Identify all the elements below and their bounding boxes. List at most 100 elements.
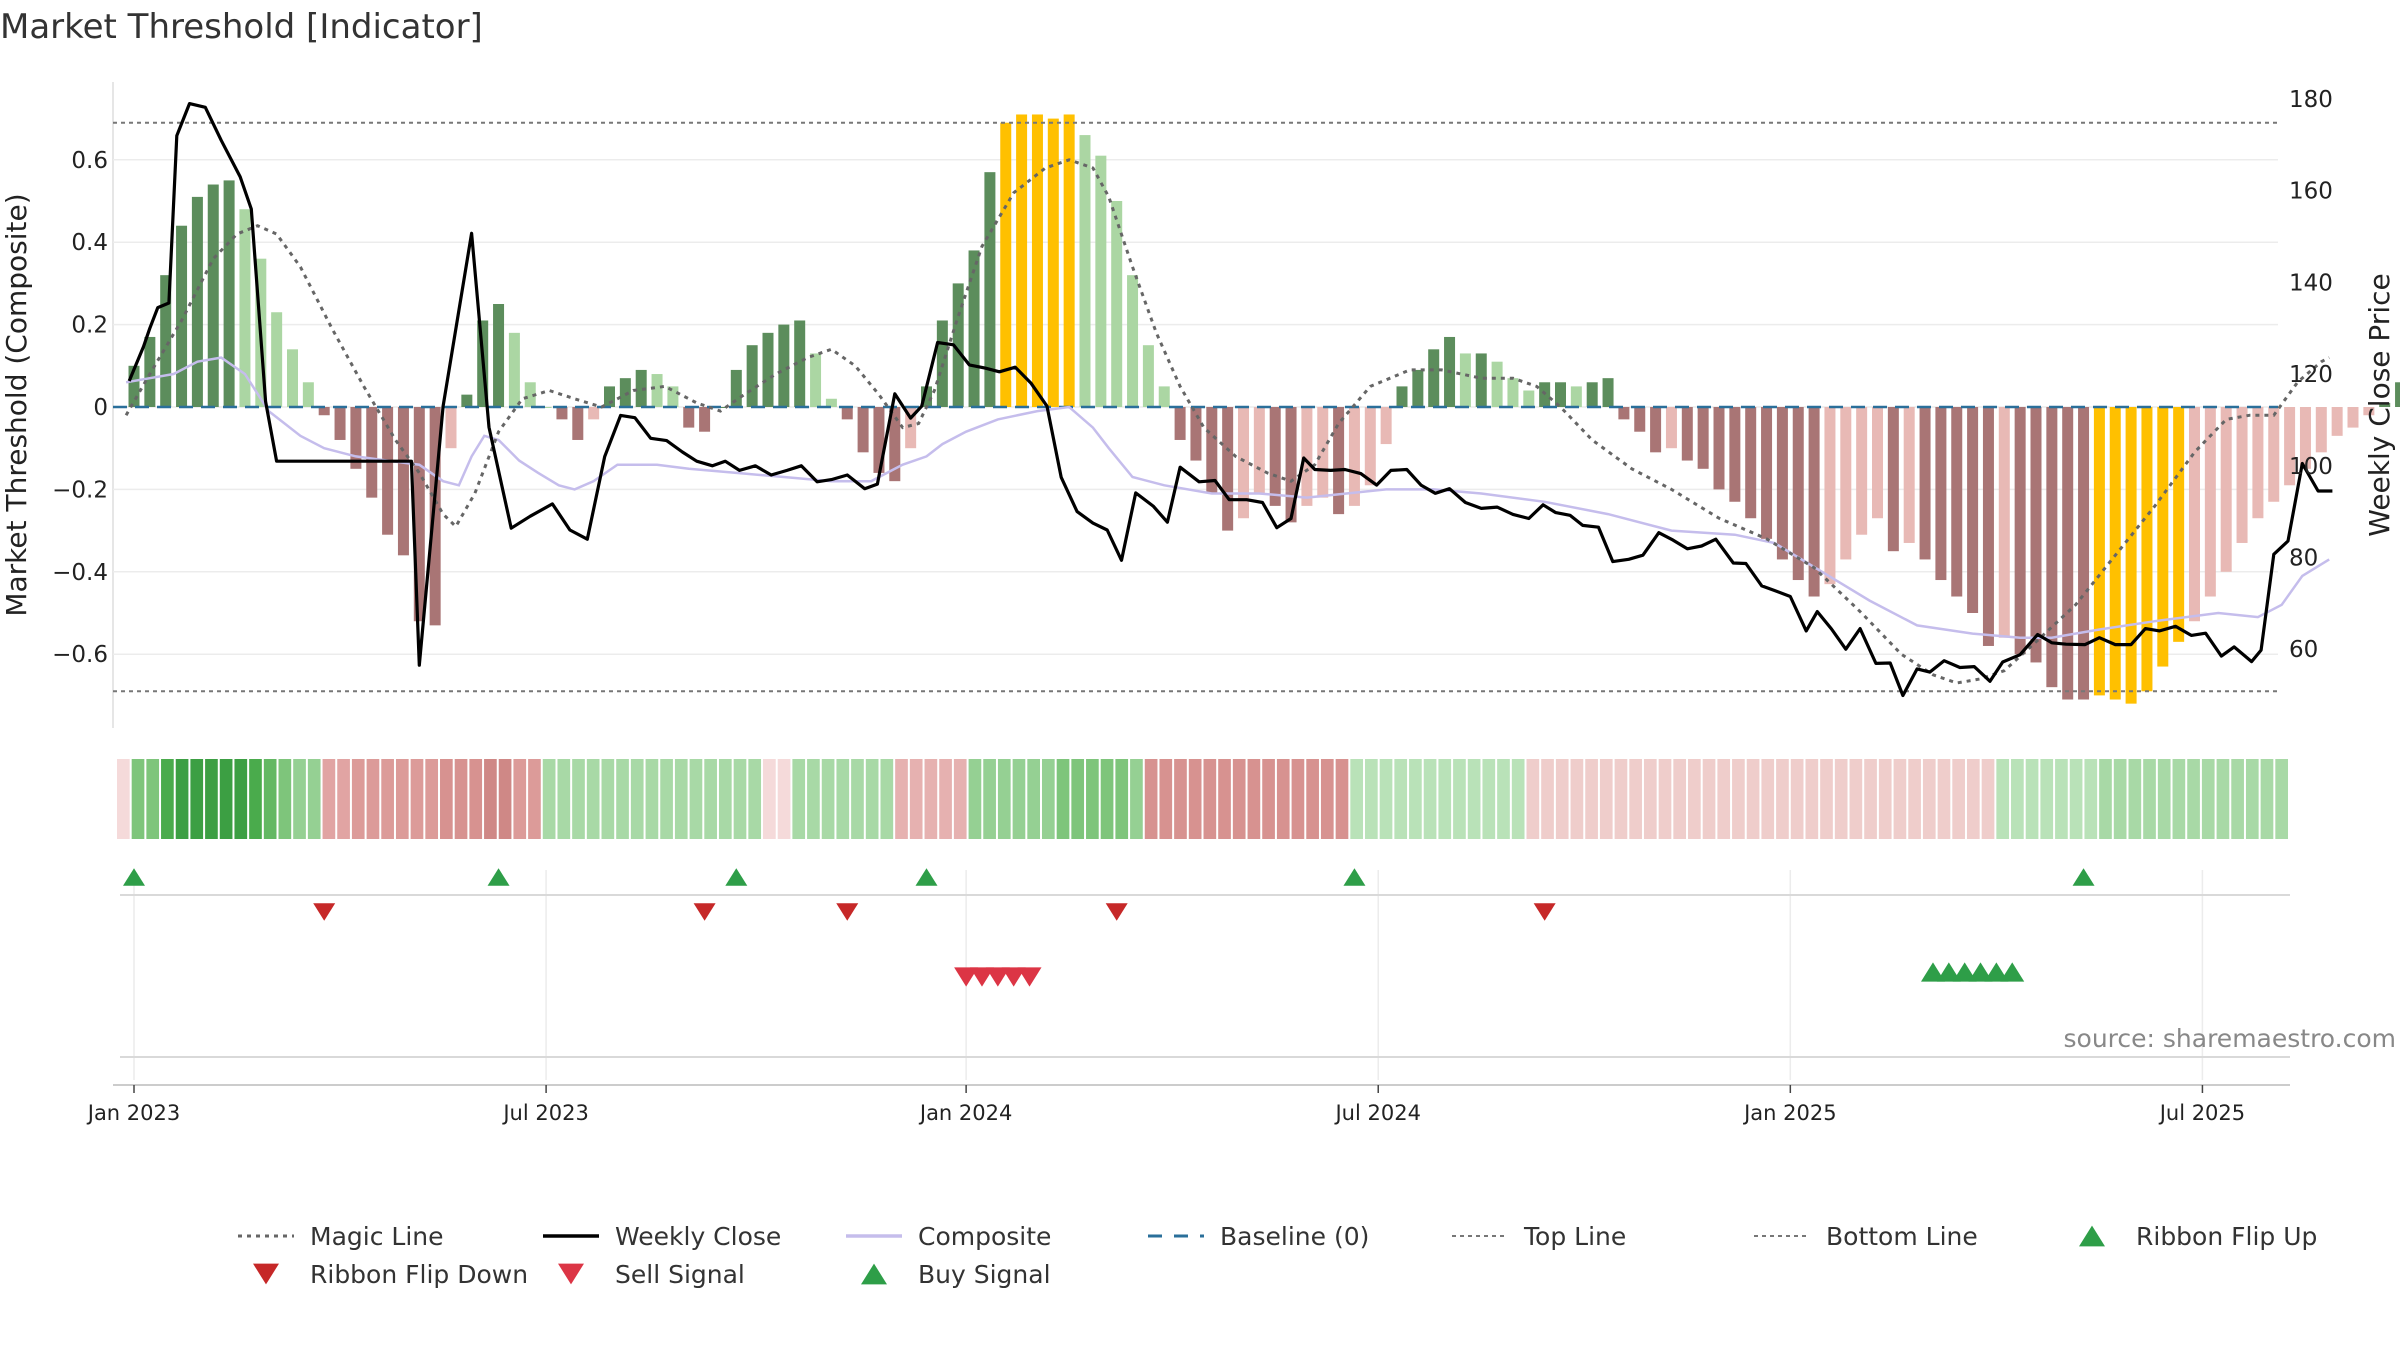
histogram-bar	[239, 209, 251, 407]
histogram-bar	[762, 332, 774, 407]
buy-signal-marker	[1984, 962, 2009, 982]
legend-label: Magic Line	[310, 1222, 444, 1251]
legend-item: Bottom Line	[1754, 1222, 1978, 1251]
left-y-tick-label: −0.6	[52, 642, 108, 668]
histogram-bar	[1523, 390, 1535, 407]
histogram-bar	[968, 250, 980, 407]
histogram-bar	[1063, 114, 1075, 407]
ribbon-cell	[469, 759, 483, 839]
histogram-bar	[2236, 407, 2248, 543]
ribbon-flip-row	[120, 868, 2290, 1080]
ribbon-cell	[1232, 759, 1246, 839]
histogram-bar	[1380, 407, 1392, 445]
histogram-bar	[889, 407, 901, 482]
histogram-bar	[556, 407, 568, 420]
x-tick-label: Jan 2025	[1742, 1101, 1837, 1125]
ribbon-cell	[1203, 759, 1217, 839]
ribbon-flip-up-marker	[1343, 868, 1366, 886]
histogram-bar	[493, 304, 505, 407]
histogram-bar	[1190, 407, 1202, 461]
left-y-tick-label: −0.2	[52, 477, 108, 503]
ribbon-cell	[484, 759, 497, 839]
histogram-bar	[746, 345, 758, 407]
ribbon-cell	[1409, 759, 1422, 839]
ribbon-cell	[2231, 759, 2244, 839]
sell-signal-marker	[1001, 967, 1026, 987]
ribbon-flip-up-marker	[2072, 868, 2095, 886]
histogram-bar	[2363, 407, 2375, 416]
histogram-bar	[1142, 345, 1154, 407]
ribbon-cell	[1012, 759, 1026, 839]
histogram-bar	[191, 196, 203, 407]
ribbon-cell	[161, 759, 174, 839]
ribbon-flip-down-marker	[693, 903, 716, 921]
histogram-bar	[1396, 386, 1408, 407]
ribbon-cell	[1658, 759, 1672, 839]
ribbon-cell	[1673, 759, 1687, 839]
ribbon-cell	[307, 759, 321, 839]
ribbon-cell	[792, 759, 806, 839]
ribbon-cell	[1027, 759, 1040, 839]
ribbon-cell	[2040, 759, 2054, 839]
signal-row	[954, 962, 2025, 987]
ribbon-cell	[1115, 759, 1129, 839]
ribbon-cell	[425, 759, 439, 839]
buy-signal-marker	[1936, 962, 1961, 982]
histogram-bar	[302, 382, 314, 407]
ribbon-cell	[1614, 759, 1628, 839]
histogram-bar	[2268, 407, 2280, 502]
ribbon-cell	[1306, 759, 1319, 839]
ribbon-cell	[1482, 759, 1496, 839]
sell-signal-marker	[969, 967, 994, 987]
histogram-bar	[2046, 407, 2058, 688]
ribbon-cell	[1394, 759, 1408, 839]
histogram-bar	[1158, 386, 1170, 407]
ribbon-cell	[1717, 759, 1731, 839]
left-y-tick-label: 0.2	[71, 313, 108, 339]
histogram-bar	[2093, 407, 2105, 696]
left-axis-label: Market Threshold (Composite)	[0, 193, 33, 616]
sell-signal-marker	[954, 967, 979, 987]
legend-swatch-down-triangle	[558, 1263, 584, 1285]
ribbon-cell	[1497, 759, 1510, 839]
ribbon-cell	[2069, 759, 2083, 839]
ribbon-cell	[939, 759, 952, 839]
right-y-tick-label: 80	[2289, 546, 2318, 572]
ribbon-cell	[1041, 759, 1055, 839]
histogram-bars	[128, 114, 2400, 704]
ribbon-cell	[1599, 759, 1613, 839]
histogram-bar	[699, 407, 711, 432]
histogram-bar	[207, 184, 219, 407]
buy-signal-marker	[2000, 962, 2025, 982]
histogram-bar	[1982, 407, 1994, 646]
ribbon-cell	[1805, 759, 1819, 839]
histogram-bar	[1713, 407, 1725, 490]
histogram-bar	[461, 394, 473, 407]
ribbon-cell	[1365, 759, 1378, 839]
histogram-bar	[1364, 407, 1376, 486]
histogram-bar	[1792, 407, 1804, 581]
right-y-ticks: 180 160 140 120 100 80 60	[2289, 87, 2333, 663]
ribbon-cell	[278, 759, 292, 839]
histogram-bar	[1951, 407, 1963, 597]
histogram-bar	[1776, 407, 1788, 560]
ribbon-cell	[2172, 759, 2186, 839]
histogram-bar	[1998, 407, 2010, 638]
ribbon-cell	[190, 759, 204, 839]
histogram-bar	[588, 407, 600, 420]
legend-swatch-down-triangle	[253, 1263, 279, 1285]
ribbon-cell	[2216, 759, 2230, 839]
ribbon-cell	[498, 759, 512, 839]
ribbon-cell	[865, 759, 879, 839]
histogram-bar	[397, 407, 409, 556]
main-panel: 0.6 0.4 0.2 0 −0.2 −0.4 −0.6 180 160 140 120 100 80…	[52, 82, 2400, 728]
ribbon-cell	[880, 759, 894, 839]
histogram-bar	[683, 407, 695, 428]
ribbon-cell	[395, 759, 409, 839]
histogram-bar	[1111, 201, 1123, 407]
ribbon-cell	[733, 759, 747, 839]
ribbon-cell	[1996, 759, 2010, 839]
ribbon-cell	[249, 759, 262, 839]
legend-item: Weekly Close	[543, 1222, 781, 1251]
ribbon-cell	[1849, 759, 1863, 839]
